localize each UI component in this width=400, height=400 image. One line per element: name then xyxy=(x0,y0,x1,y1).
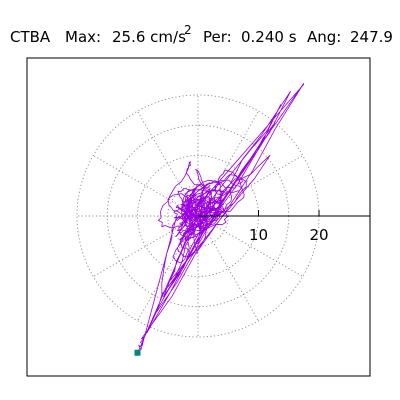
radial-axis xyxy=(198,210,370,217)
grid-spoke-330 xyxy=(197,215,304,277)
plot-frame xyxy=(26,57,371,377)
grid-spoke-300 xyxy=(197,215,259,322)
x-tick-label-20: 20 xyxy=(309,226,328,244)
period-label: Per: xyxy=(203,28,232,46)
motion-trace xyxy=(137,83,305,353)
period-value: 0.240 s xyxy=(241,28,297,46)
end-marker-square xyxy=(134,349,141,356)
max-exponent: 2 xyxy=(184,23,192,37)
tick-labels: 10 20 xyxy=(249,226,329,244)
x-tick-label-10: 10 xyxy=(249,226,268,244)
grid-spoke-210 xyxy=(92,215,199,277)
station-code: CTBA xyxy=(10,28,51,46)
grid-spoke-30 xyxy=(197,155,304,217)
plot-header: CTBA Max: 25.6 cm/s 2 Per: 0.240 s Ang: … xyxy=(0,0,400,50)
grid-spoke-120 xyxy=(137,110,199,217)
max-value: 25.6 cm/s xyxy=(112,28,186,46)
angle-value: 247.9 xyxy=(350,28,393,46)
grid-spoke-150 xyxy=(92,155,199,217)
end-marker xyxy=(134,349,141,356)
motion-trace-path xyxy=(137,83,305,353)
grid-spoke-240 xyxy=(137,215,199,322)
grid-spoke-60 xyxy=(197,110,259,217)
angle-label: Ang: xyxy=(307,28,342,46)
max-label: Max: xyxy=(65,28,102,46)
